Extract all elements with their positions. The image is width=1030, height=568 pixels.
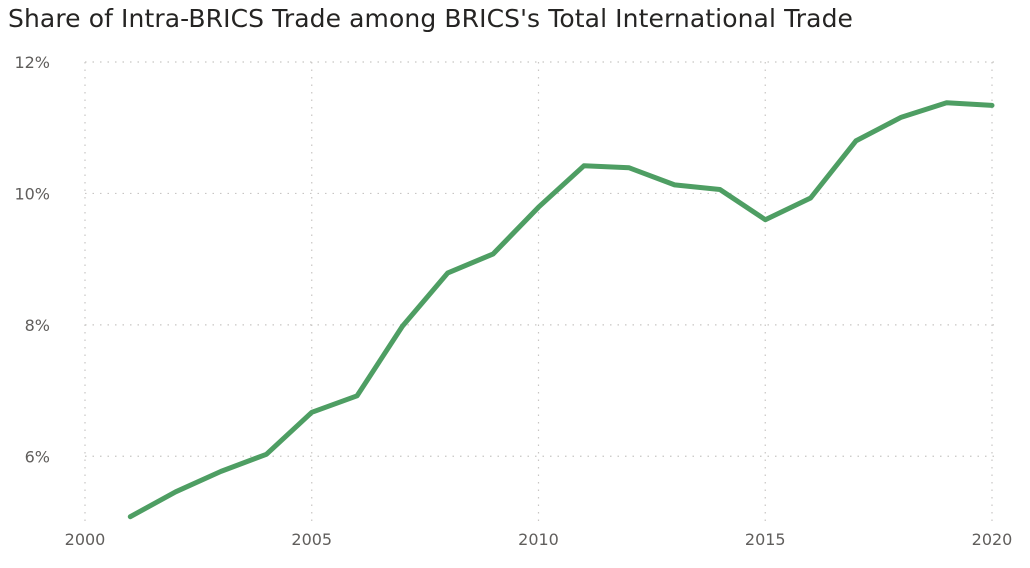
data-point (627, 165, 632, 170)
x-tick-label: 2010 (518, 530, 559, 549)
x-tick-label: 2015 (745, 530, 786, 549)
data-point (355, 393, 360, 398)
data-point (219, 469, 224, 474)
data-point (400, 324, 405, 329)
data-point (944, 100, 949, 105)
chart-title: Share of Intra-BRICS Trade among BRICS's… (8, 4, 854, 33)
grid (84, 61, 996, 522)
data-point (672, 182, 677, 187)
data-point (264, 452, 269, 457)
series-line (127, 100, 995, 520)
data-point (445, 270, 450, 275)
data-point (717, 187, 722, 192)
data-point (491, 251, 496, 256)
y-axis: 6% 8% 10% 12% (14, 53, 50, 466)
x-axis: 2000 2005 2010 2015 2020 (65, 530, 1013, 549)
data-point (853, 138, 858, 143)
data-point (581, 163, 586, 168)
data-point (808, 196, 813, 201)
y-tick-label: 12% (14, 53, 50, 72)
x-tick-label: 2000 (65, 530, 106, 549)
data-point (128, 514, 133, 519)
data-point (173, 489, 178, 494)
y-tick-label: 10% (14, 184, 50, 203)
data-point (536, 205, 541, 210)
y-tick-label: 6% (25, 447, 50, 466)
data-point (763, 217, 768, 222)
data-point (309, 410, 314, 415)
x-tick-label: 2020 (972, 530, 1013, 549)
series (127, 100, 995, 520)
y-tick-label: 8% (25, 316, 50, 335)
x-tick-label: 2005 (291, 530, 332, 549)
data-point (990, 103, 995, 108)
data-point (899, 115, 904, 120)
